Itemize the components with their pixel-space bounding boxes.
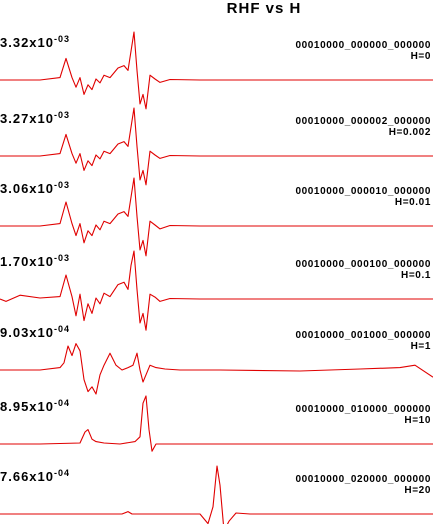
amplitude-label: 7.66x10-04 [0,468,70,484]
trace-line [0,250,433,331]
trace-param-label: H=0.1 [401,270,431,281]
amplitude-exponent: -03 [54,253,70,263]
amplitude-label: 3.27x10-03 [0,110,70,126]
amplitude-exponent: -04 [54,468,70,478]
amplitude-label: 3.32x10-03 [0,34,70,50]
amplitude-exponent: -04 [54,324,70,334]
trace-name-label: 00010000_000100_000000 [295,259,431,270]
trace-name-label: 00010000_000010_000000 [295,186,431,197]
chart-title: RHF vs H [227,0,302,17]
amplitude-exponent: -03 [54,180,70,190]
trace-name-label: 00010000_001000_000000 [295,330,431,341]
traces-group: 3.32x10-0300010000_000000_000000H=03.27x… [0,31,433,524]
amplitude-exponent: -04 [54,398,70,408]
trace-name-label: 00010000_020000_000000 [295,474,431,485]
amplitude-mantissa: 1.70x10 [0,254,54,269]
amplitude-exponent: -03 [54,34,70,44]
trace-param-label: H=10 [404,415,431,426]
trace-line [0,31,433,110]
amplitude-label: 8.95x10-04 [0,398,70,414]
amplitude-label: 9.03x10-04 [0,324,70,340]
amplitude-mantissa: 3.32x10 [0,35,54,50]
trace-name-label: 00010000_000000_000000 [295,40,431,51]
trace-param-label: H=1 [411,341,431,352]
amplitude-label: 1.70x10-03 [0,253,70,269]
trace-line [0,465,433,524]
amplitude-label: 3.06x10-03 [0,180,70,196]
amplitude-mantissa: 3.27x10 [0,111,54,126]
trace-line [0,395,433,452]
amplitude-exponent: -03 [54,110,70,120]
trace-line [0,343,433,395]
amplitude-mantissa: 9.03x10 [0,325,54,340]
trace-name-label: 00010000_010000_000000 [295,404,431,415]
amplitude-mantissa: 7.66x10 [0,469,54,484]
trace-line [0,107,433,186]
trace-param-label: H=0 [411,51,431,62]
trace-param-label: H=20 [404,485,431,496]
amplitude-mantissa: 3.06x10 [0,181,54,196]
trace-param-label: H=0.002 [389,127,431,138]
trace-param-label: H=0.01 [395,197,431,208]
trace-line [0,177,433,257]
amplitude-mantissa: 8.95x10 [0,399,54,414]
trace-name-label: 00010000_000002_000000 [295,116,431,127]
